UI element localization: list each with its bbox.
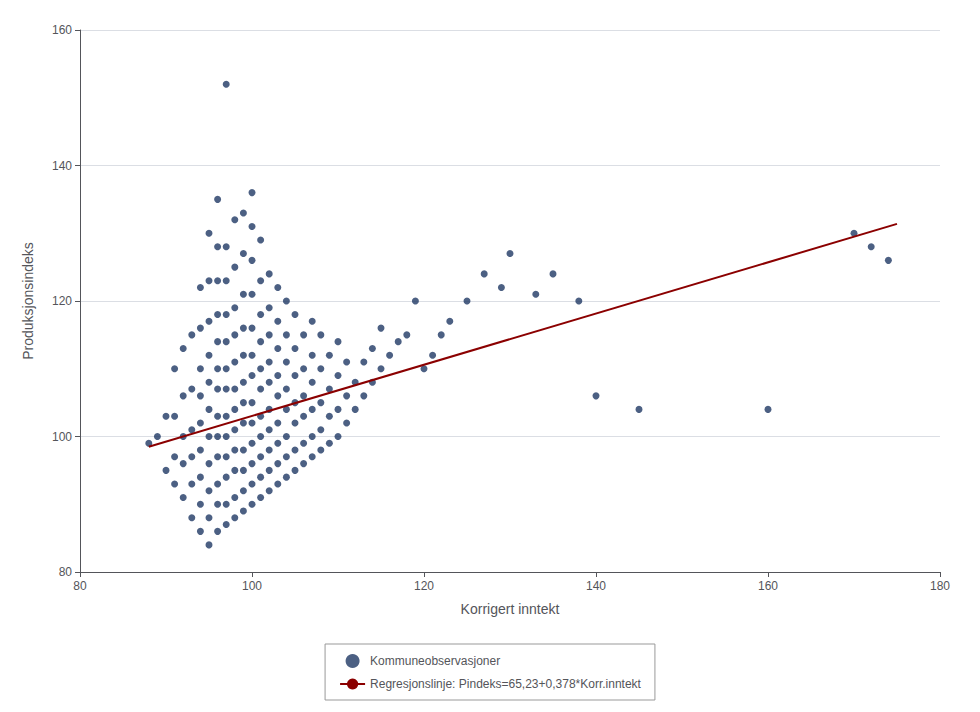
svg-text:160: 160 bbox=[758, 579, 778, 593]
svg-text:100: 100 bbox=[242, 579, 262, 593]
svg-text:100: 100 bbox=[52, 430, 72, 444]
svg-text:Regresjonslinje: Pindeks=65,23: Regresjonslinje: Pindeks=65,23+0,378*Kor… bbox=[370, 677, 642, 691]
svg-text:Korrigert inntekt: Korrigert inntekt bbox=[461, 601, 560, 617]
svg-text:140: 140 bbox=[586, 579, 606, 593]
svg-text:160: 160 bbox=[52, 23, 72, 37]
svg-text:180: 180 bbox=[930, 579, 950, 593]
svg-text:80: 80 bbox=[59, 565, 73, 579]
svg-text:120: 120 bbox=[52, 294, 72, 308]
svg-text:120: 120 bbox=[414, 579, 434, 593]
svg-text:Produksjonsindeks: Produksjonsindeks bbox=[20, 242, 36, 360]
svg-text:Kommuneobservasjoner: Kommuneobservasjoner bbox=[370, 654, 500, 668]
svg-text:140: 140 bbox=[52, 159, 72, 173]
svg-text:80: 80 bbox=[73, 579, 87, 593]
